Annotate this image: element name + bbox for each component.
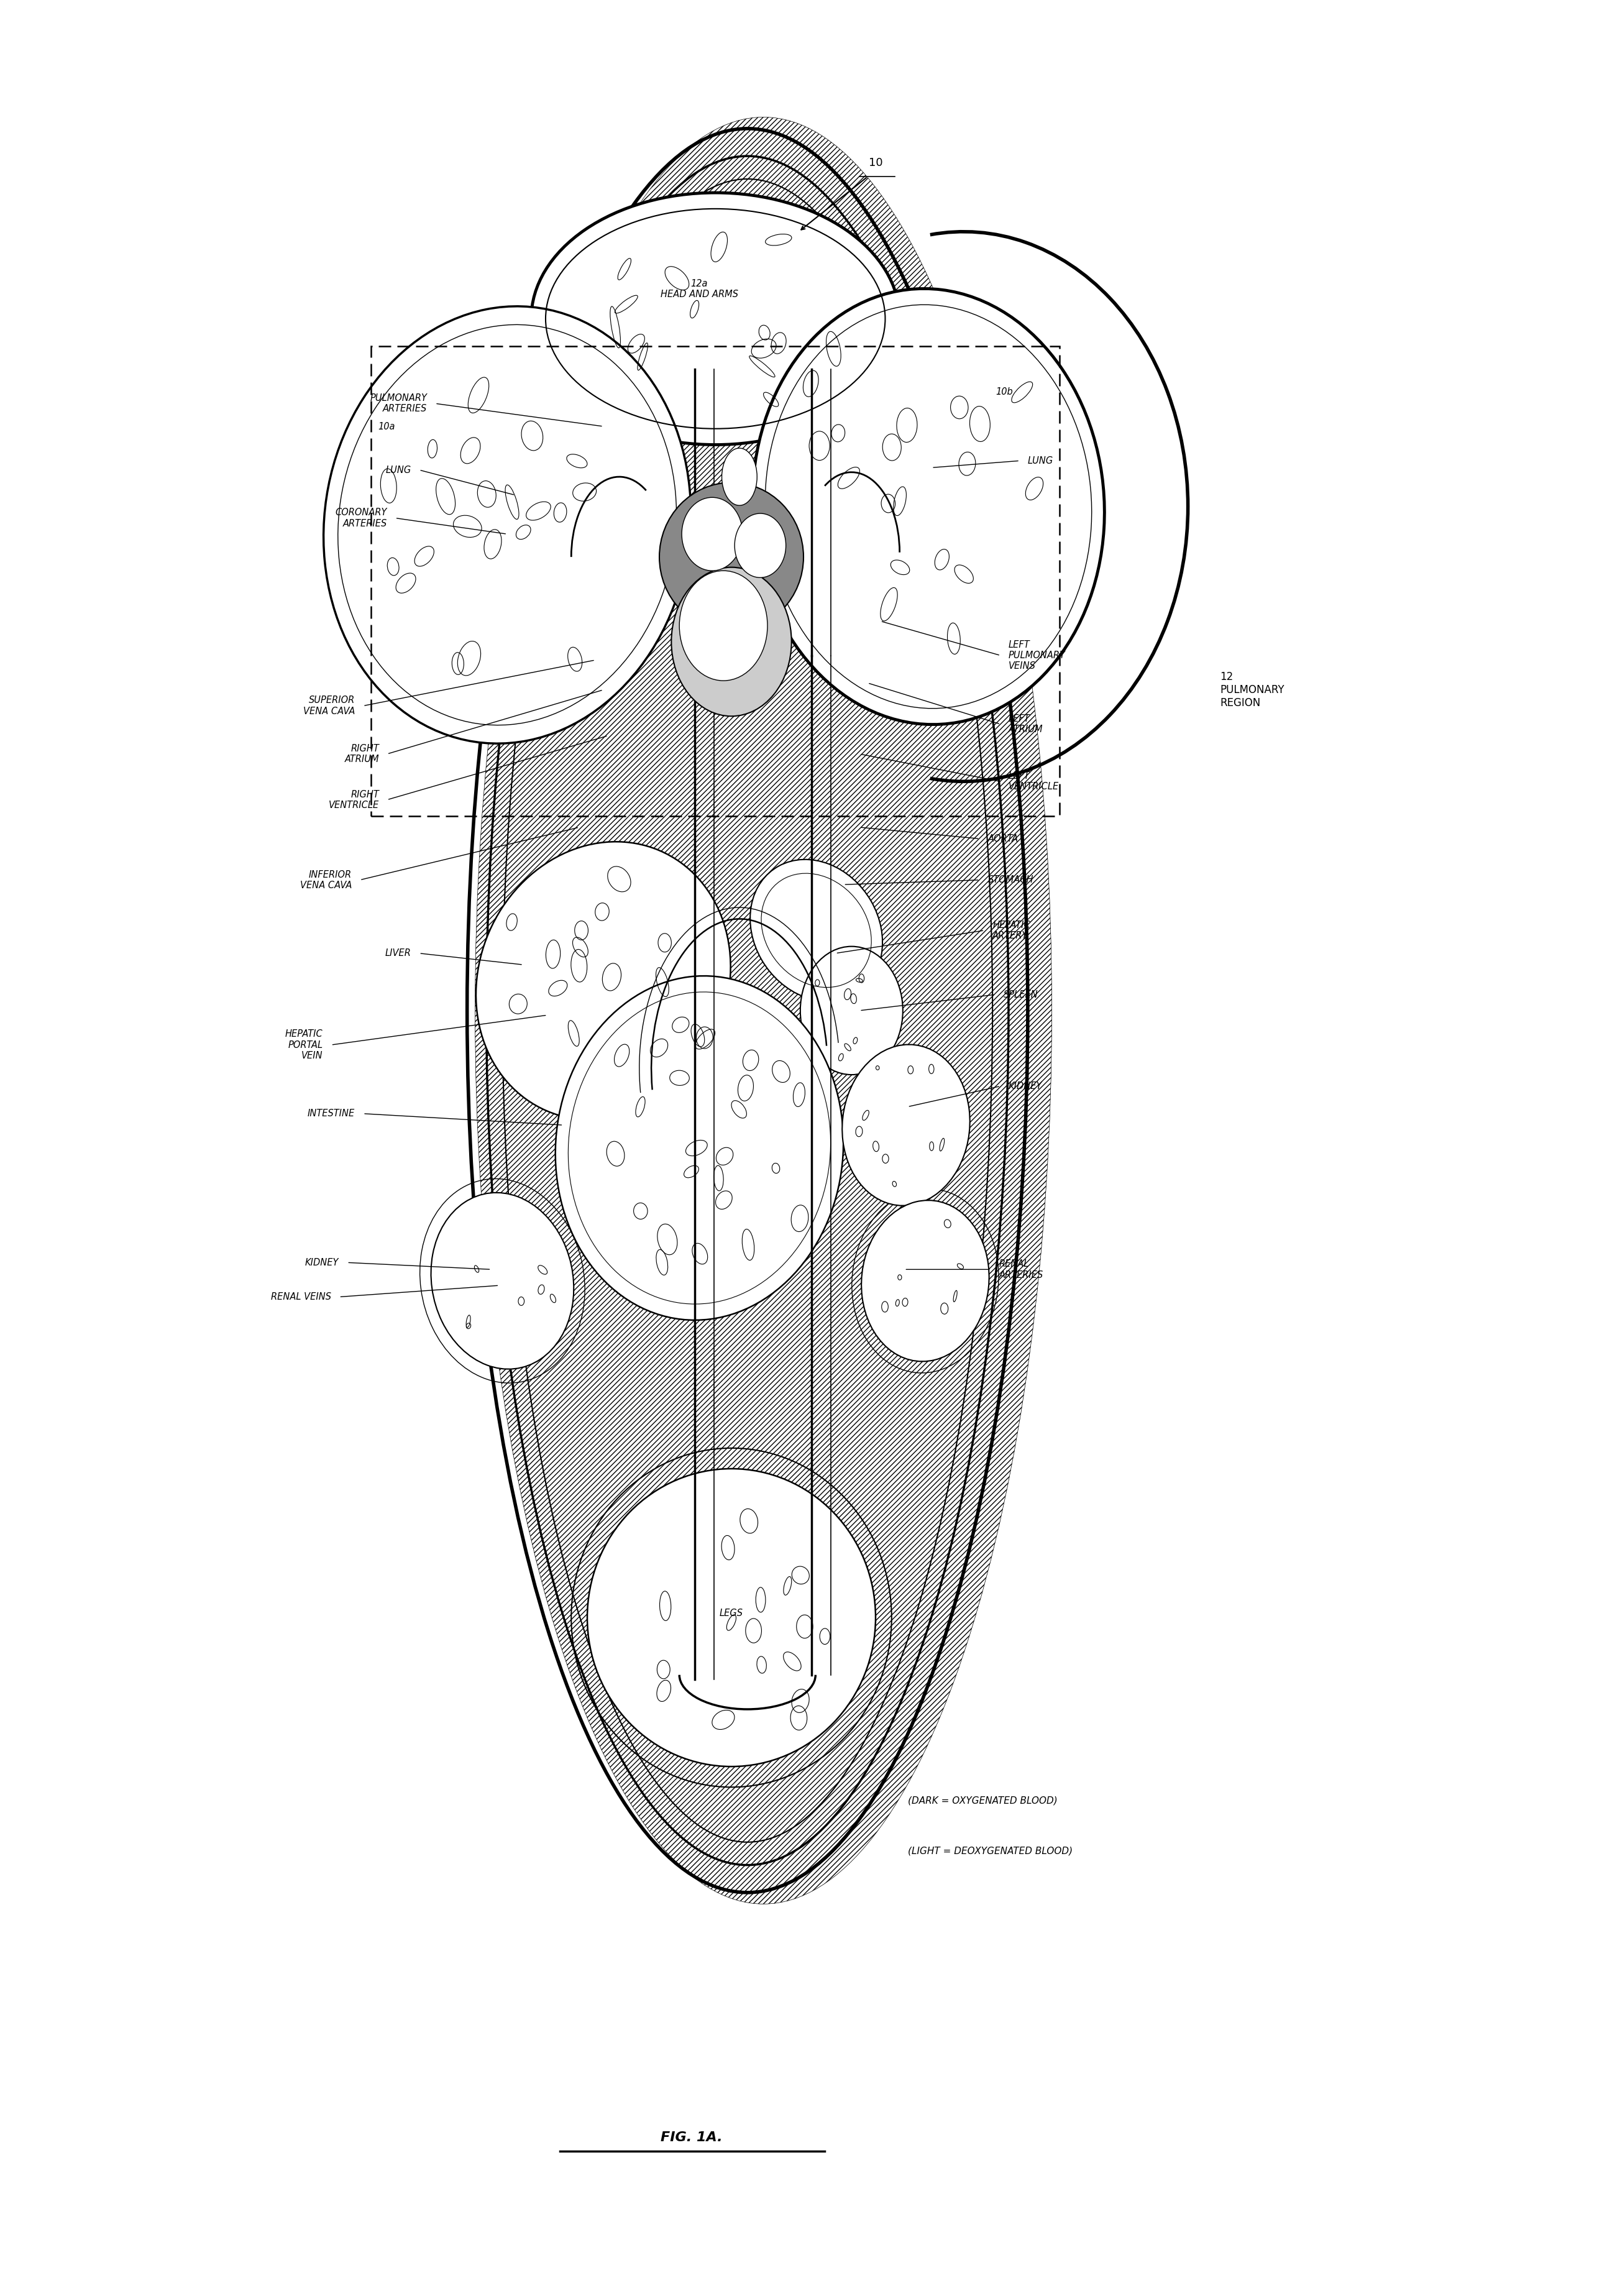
Text: RENAL
ARTERIES: RENAL ARTERIES	[1000, 1258, 1043, 1279]
Text: HEPATIC
PORTAL
VEIN: HEPATIC PORTAL VEIN	[284, 1029, 323, 1061]
Text: HEPATIC
ARTERY: HEPATIC ARTERY	[993, 921, 1030, 941]
Text: RENAL VEINS: RENAL VEINS	[270, 1293, 331, 1302]
Ellipse shape	[861, 1201, 988, 1362]
Text: CORONARY
ARTERIES: CORONARY ARTERIES	[336, 507, 387, 528]
Text: AORTA: AORTA	[988, 833, 1019, 843]
Ellipse shape	[431, 1192, 574, 1368]
Ellipse shape	[842, 1045, 971, 1205]
Text: LEFT
VENTRICLE: LEFT VENTRICLE	[1009, 771, 1059, 792]
Text: LUNG: LUNG	[386, 466, 411, 475]
Text: LEGS: LEGS	[720, 1609, 742, 1619]
Text: 12
PULMONARY
REGION: 12 PULMONARY REGION	[1220, 670, 1284, 709]
Text: LUNG: LUNG	[1028, 457, 1054, 466]
Text: SPLEEN: SPLEEN	[1004, 990, 1038, 999]
Text: LIVER: LIVER	[386, 948, 411, 957]
Ellipse shape	[800, 946, 903, 1075]
Text: 10b: 10b	[996, 388, 1012, 397]
Ellipse shape	[476, 843, 731, 1120]
Text: 10a: 10a	[378, 422, 395, 432]
Text: INTESTINE: INTESTINE	[307, 1109, 355, 1118]
Bar	[371, 347, 1059, 815]
Text: PULMONARY
ARTERIES: PULMONARY ARTERIES	[370, 393, 427, 413]
Text: KIDNEY: KIDNEY	[1009, 1081, 1043, 1091]
Text: FIG. 1A.: FIG. 1A.	[660, 2131, 722, 2144]
Text: (LIGHT = DEOXYGENATED BLOOD): (LIGHT = DEOXYGENATED BLOOD)	[908, 1846, 1072, 1855]
Text: KIDNEY: KIDNEY	[305, 1258, 339, 1267]
Text: (DARK = OXYGENATED BLOOD): (DARK = OXYGENATED BLOOD)	[908, 1795, 1057, 1805]
Ellipse shape	[734, 514, 786, 579]
Ellipse shape	[752, 289, 1104, 726]
Text: RIGHT
VENTRICLE: RIGHT VENTRICLE	[328, 790, 379, 810]
Text: LEFT
PULMONARY
VEINS: LEFT PULMONARY VEINS	[1009, 641, 1065, 670]
Ellipse shape	[722, 448, 757, 505]
Ellipse shape	[672, 567, 792, 716]
Text: SUPERIOR
VENA CAVA: SUPERIOR VENA CAVA	[304, 696, 355, 716]
Ellipse shape	[556, 976, 844, 1320]
Ellipse shape	[587, 1469, 876, 1766]
Text: STOMACH: STOMACH	[988, 875, 1033, 884]
Ellipse shape	[750, 859, 882, 1001]
Ellipse shape	[681, 498, 742, 572]
Text: INFERIOR
VENA CAVA: INFERIOR VENA CAVA	[301, 870, 352, 891]
Text: 12a
HEAD AND ARMS: 12a HEAD AND ARMS	[660, 278, 738, 298]
Ellipse shape	[323, 305, 691, 744]
Text: LEFT
ATRIUM: LEFT ATRIUM	[1009, 714, 1043, 735]
Ellipse shape	[680, 572, 768, 680]
Text: RIGHT
ATRIUM: RIGHT ATRIUM	[344, 744, 379, 765]
Ellipse shape	[659, 482, 804, 631]
Text: 10: 10	[868, 158, 882, 168]
Ellipse shape	[532, 193, 900, 445]
